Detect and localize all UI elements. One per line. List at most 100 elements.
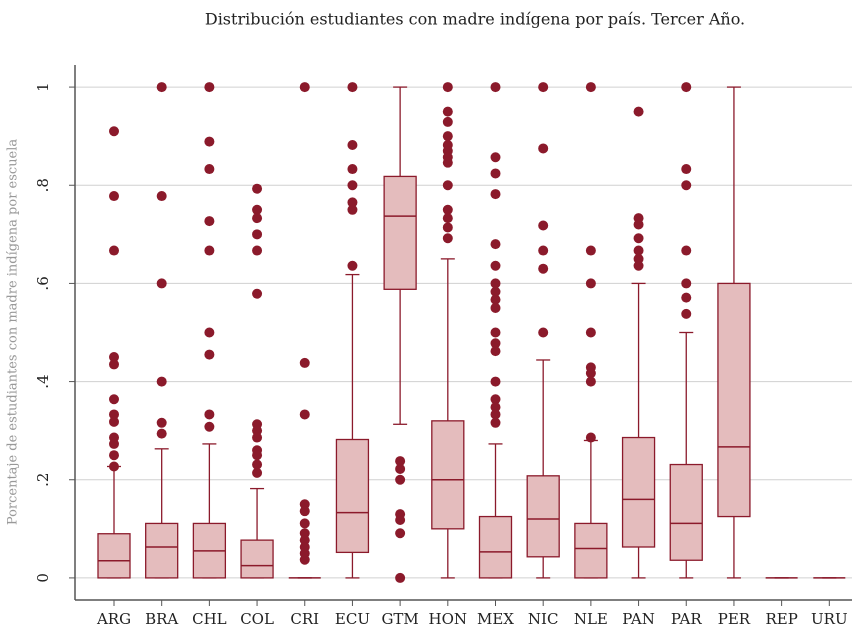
outlier: [156, 82, 167, 93]
outlier: [252, 467, 263, 478]
outlier: [299, 554, 310, 565]
x-tick-label: CRI: [290, 610, 319, 628]
x-tick-label: REP: [765, 610, 797, 628]
outlier: [490, 409, 501, 420]
outlier: [442, 204, 453, 215]
outlier: [490, 260, 501, 271]
outlier: [442, 106, 453, 117]
outlier: [442, 180, 453, 191]
outlier: [299, 409, 310, 420]
outlier: [633, 253, 644, 264]
outlier: [633, 245, 644, 256]
outlier: [538, 327, 549, 338]
outlier: [585, 278, 596, 289]
box: [526, 475, 560, 558]
outlier: [681, 245, 692, 256]
outlier: [252, 204, 263, 215]
x-tick-label: BRA: [145, 610, 178, 628]
box: [669, 463, 703, 561]
outlier: [585, 327, 596, 338]
outlier: [490, 338, 501, 349]
outlier: [395, 463, 406, 474]
box: [335, 438, 370, 554]
x-tick-label: GTM: [381, 610, 418, 628]
outlier: [681, 308, 692, 319]
x-tick-label: MEX: [477, 610, 514, 628]
outlier: [395, 528, 406, 539]
outlier: [395, 572, 406, 583]
outlier: [633, 233, 644, 244]
outlier: [585, 245, 596, 256]
outlier: [490, 168, 501, 179]
outlier: [252, 450, 263, 461]
outlier: [490, 286, 501, 297]
x-tick-label: NLE: [574, 610, 608, 628]
outlier: [442, 213, 453, 224]
box: [574, 522, 608, 579]
outlier: [204, 327, 215, 338]
outlier: [252, 245, 263, 256]
outlier: [109, 409, 119, 420]
outlier: [395, 456, 406, 467]
x-tick-label: PAN: [622, 610, 655, 628]
outlier: [442, 116, 453, 127]
chart-title: Distribución estudiantes con madre indíg…: [205, 10, 745, 29]
outlier: [538, 220, 549, 231]
outlier: [109, 416, 119, 427]
outlier: [204, 245, 215, 256]
outlier: [109, 191, 119, 202]
box: [621, 436, 656, 548]
outlier: [490, 302, 501, 313]
outlier: [347, 164, 358, 175]
outlier: [156, 428, 167, 439]
outlier: [442, 131, 453, 142]
outlier: [347, 260, 358, 271]
outlier: [252, 425, 263, 436]
outlier: [204, 421, 215, 432]
y-tick-label: .6: [34, 276, 52, 290]
outlier: [204, 136, 215, 147]
box: [431, 420, 465, 530]
outlier: [538, 82, 549, 93]
outlier: [395, 474, 406, 485]
outlier: [204, 409, 215, 420]
y-tick-label: 1: [34, 82, 52, 92]
outlier: [252, 459, 263, 470]
outlier: [490, 294, 501, 305]
x-tick-label: NIC: [528, 610, 559, 628]
outlier: [156, 376, 167, 387]
outlier: [347, 204, 358, 215]
outlier: [252, 288, 263, 299]
box: [383, 175, 417, 290]
outlier: [681, 292, 692, 303]
x-tick-label: PER: [718, 610, 751, 628]
outlier: [252, 183, 263, 194]
outlier: [490, 152, 501, 163]
outlier: [204, 164, 215, 175]
outlier: [109, 126, 119, 137]
outlier: [490, 376, 501, 387]
outlier: [204, 216, 215, 227]
outlier: [585, 432, 596, 443]
outlier: [490, 239, 501, 250]
x-tick-label: ECU: [335, 610, 370, 628]
outlier: [109, 394, 119, 405]
outlier: [299, 506, 310, 517]
outlier: [633, 106, 644, 117]
outlier: [490, 189, 501, 200]
outlier: [252, 229, 263, 240]
outlier: [442, 222, 453, 233]
outlier: [395, 514, 406, 525]
outlier: [490, 278, 501, 289]
outlier: [442, 157, 453, 168]
y-axis-label: Porcentaje de estudiantes con madre indí…: [6, 139, 21, 526]
x-tick-label: ARG: [96, 610, 131, 628]
outlier: [109, 450, 119, 461]
outlier: [681, 82, 692, 93]
outlier: [347, 82, 358, 93]
box: [240, 539, 274, 579]
box: [145, 522, 179, 579]
outlier: [109, 359, 119, 370]
outlier: [681, 180, 692, 191]
